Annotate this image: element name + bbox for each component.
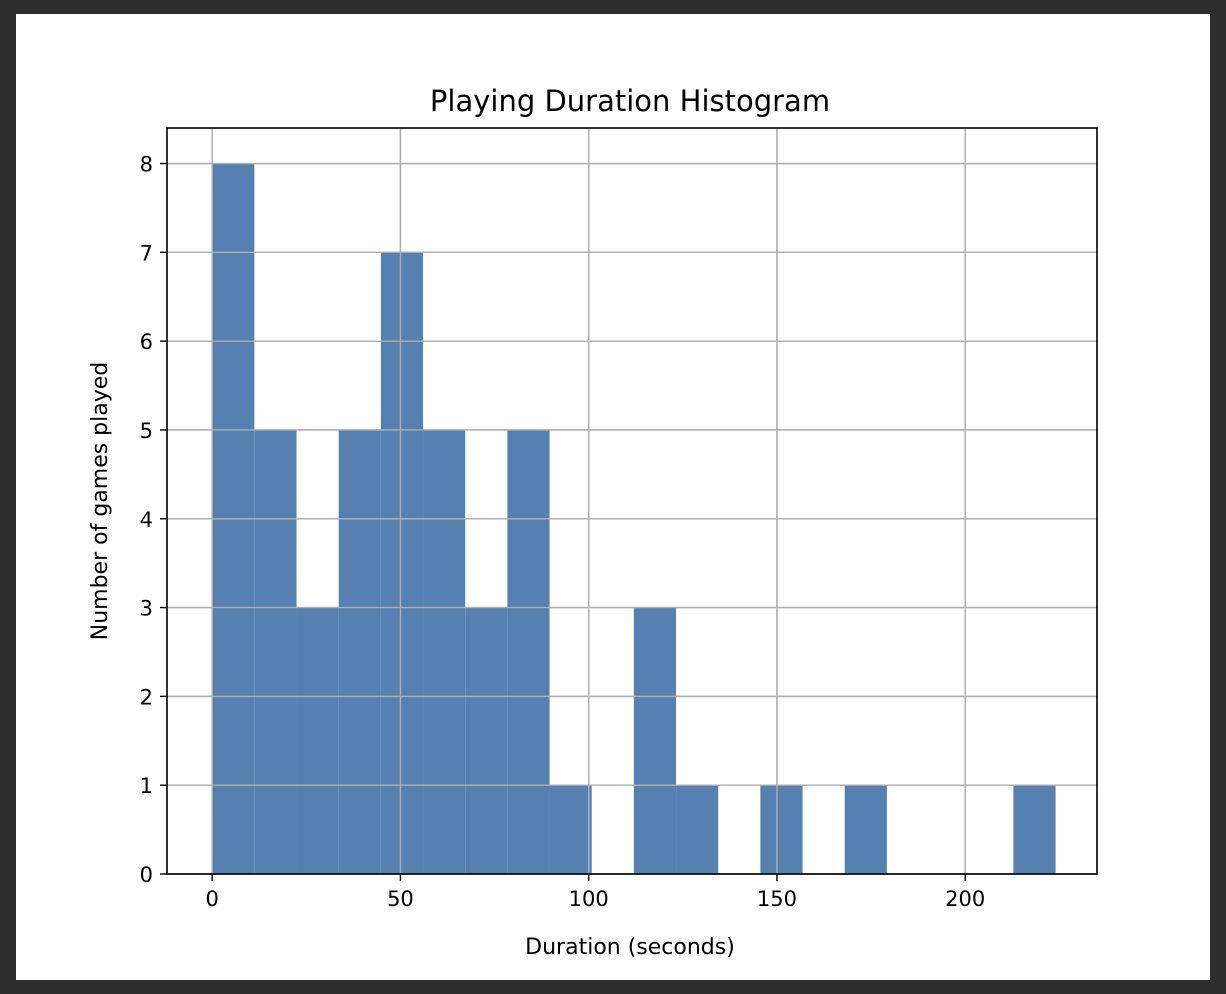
histogram-bar-2: [296, 607, 339, 874]
x-tick-label-2: 100: [569, 887, 609, 911]
y-tick-label-8: 8: [140, 153, 153, 177]
histogram-bar-5: [423, 429, 466, 874]
histogram-bar-10: [633, 607, 677, 874]
chart-title: Playing Duration Histogram: [430, 84, 830, 118]
y-tick-label-2: 2: [140, 685, 153, 709]
histogram-bar-3: [338, 429, 381, 874]
y-tick-label-4: 4: [140, 508, 153, 532]
x-tick-label-0: 0: [205, 887, 218, 911]
y-tick-label-0: 0: [140, 863, 153, 887]
histogram-bar-15: [844, 785, 887, 874]
x-axis-ticks: 0 50 100 150 200: [205, 874, 985, 911]
y-tick-label-3: 3: [140, 597, 153, 621]
y-tick-label-1: 1: [140, 774, 153, 798]
histogram-bar-8: [549, 785, 592, 874]
histogram-bar-19: [1013, 785, 1056, 874]
histogram-bars: [167, 128, 1097, 875]
x-tick-label-3: 150: [757, 887, 797, 911]
x-tick-label-4: 200: [945, 887, 985, 911]
y-tick-label-5: 5: [140, 419, 153, 443]
histogram-bar-11: [676, 785, 719, 874]
y-axis-ticks: 0 1 2 3 4 5 6 7 8: [140, 153, 167, 887]
histogram-bar-6: [465, 607, 508, 874]
plot-area-frame: [166, 127, 1098, 875]
histogram-bar-1: [254, 429, 297, 874]
figure-canvas: Playing Duration Histogram 0 50 100 150 200 …: [16, 14, 1210, 980]
x-tick-label-1: 50: [387, 887, 414, 911]
x-axis-label: Duration (seconds): [525, 935, 735, 960]
histogram-chart: Playing Duration Histogram 0 50 100 150 200 …: [88, 84, 1098, 960]
histogram-bar-4: [380, 252, 424, 875]
y-tick-label-7: 7: [140, 241, 153, 265]
y-axis-label: Number of games played: [88, 362, 113, 641]
histogram-bar-7: [507, 429, 550, 874]
histogram-bar-13: [760, 785, 803, 874]
y-tick-label-6: 6: [140, 330, 153, 354]
